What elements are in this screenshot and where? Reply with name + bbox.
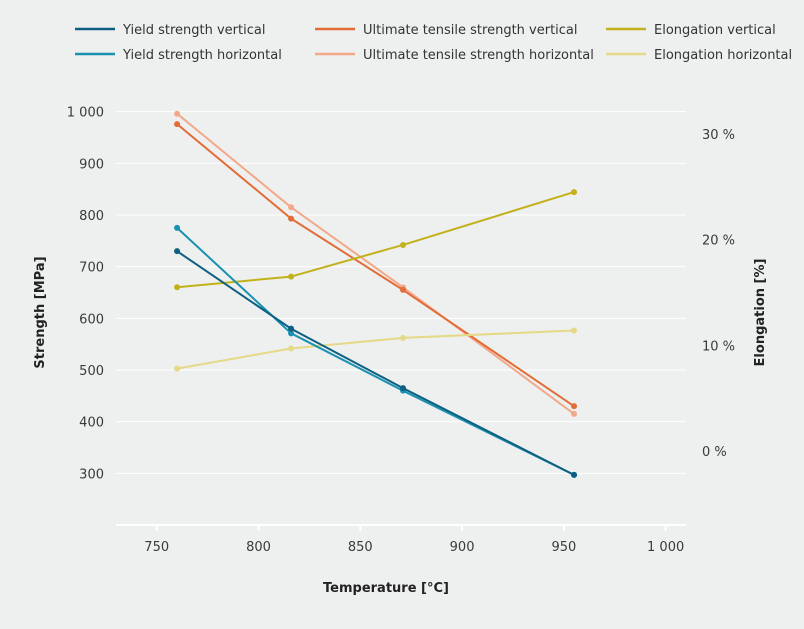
data-point-ultimate-tensile-strength-vertical [174, 121, 181, 128]
data-point-yield-strength-vertical [288, 325, 295, 332]
y2-tick-label: 30 % [702, 128, 735, 143]
data-point-elongation-vertical [400, 241, 407, 248]
legend-label: Ultimate tensile strength horizontal [363, 48, 594, 63]
legend-item: Ultimate tensile strength horizontal [315, 48, 594, 63]
data-point-ultimate-tensile-strength-horizontal [288, 204, 295, 211]
x-tick-label: 750 [144, 540, 169, 555]
y-axis-title: Strength [MPa] [33, 256, 48, 368]
x-tick-label: 850 [348, 540, 373, 555]
y2-axis-title: Elongation [%] [753, 259, 768, 367]
legend-label: Ultimate tensile strength vertical [363, 23, 578, 38]
series-line-yield-strength-horizontal [176, 227, 575, 476]
data-point-ultimate-tensile-strength-horizontal [571, 410, 578, 417]
x-axis-ticks: 750 800 850 900 950 1 000 [144, 525, 684, 555]
x-tick-label: 800 [246, 540, 271, 555]
x-tick-label: 950 [551, 540, 576, 555]
data-point-elongation-vertical [288, 273, 295, 280]
y-tick-label: 600 [79, 312, 104, 327]
series-yield-strength-vertical [174, 248, 578, 478]
legend-item: Ultimate tensile strength vertical [315, 23, 578, 38]
data-point-elongation-vertical [174, 284, 181, 291]
data-point-yield-strength-vertical [174, 248, 181, 255]
legend-label: Elongation horizontal [654, 48, 792, 63]
legend-label: Elongation vertical [654, 23, 776, 38]
series-elongation-horizontal [174, 327, 578, 372]
y-tick-label: 1 000 [67, 106, 104, 121]
legend-item: Yield strength horizontal [75, 48, 282, 63]
y-tick-label: 900 [79, 157, 104, 172]
data-point-yield-strength-horizontal [174, 224, 181, 231]
data-point-ultimate-tensile-strength-vertical [288, 215, 295, 222]
data-point-ultimate-tensile-strength-horizontal [174, 110, 181, 117]
y2-tick-label: 0 % [702, 445, 727, 460]
series-elongation-vertical [174, 189, 578, 291]
y2-tick-label: 10 % [702, 339, 735, 354]
y-tick-label: 500 [79, 364, 104, 379]
series-line-elongation-horizontal [176, 329, 575, 370]
data-point-elongation-horizontal [174, 365, 181, 372]
x-tick-label: 900 [450, 540, 475, 555]
x-axis-title: Temperature [°C] [323, 581, 449, 596]
legend-item: Yield strength vertical [75, 23, 265, 38]
y-tick-label: 300 [79, 467, 104, 482]
series-ultimate-tensile-strength-horizontal [174, 110, 578, 417]
data-point-elongation-horizontal [571, 327, 578, 334]
legend-item: Elongation vertical [606, 23, 776, 38]
data-point-yield-strength-horizontal [288, 330, 295, 337]
legend-item: Elongation horizontal [606, 48, 792, 63]
series-ultimate-tensile-strength-vertical [174, 121, 578, 410]
y-tick-label: 700 [79, 261, 104, 276]
y-tick-label: 800 [79, 209, 104, 224]
series-group [174, 110, 578, 478]
series-line-ultimate-tensile-strength-horizontal [176, 112, 575, 415]
legend-label: Yield strength vertical [122, 23, 265, 38]
grid-lines [116, 111, 686, 474]
data-point-elongation-vertical [571, 189, 578, 196]
data-point-ultimate-tensile-strength-vertical [400, 286, 407, 293]
legend: Yield strength vertical Ultimate tensile … [75, 23, 792, 63]
data-point-elongation-horizontal [288, 345, 295, 352]
series-yield-strength-horizontal [174, 224, 578, 478]
x-tick-label: 1 000 [647, 540, 684, 555]
y-axis-ticks: 300 400 500 600 700 800 900 1 000 [67, 106, 104, 483]
data-point-yield-strength-vertical [571, 471, 578, 478]
legend-label: Yield strength horizontal [122, 48, 282, 63]
data-point-elongation-horizontal [400, 334, 407, 341]
series-line-ultimate-tensile-strength-vertical [176, 123, 575, 408]
data-point-yield-strength-vertical [400, 385, 407, 392]
y2-tick-label: 20 % [702, 234, 735, 249]
data-point-ultimate-tensile-strength-vertical [571, 403, 578, 410]
y2-axis-ticks: 0 % 10 % 20 % 30 % [702, 128, 735, 460]
series-line-yield-strength-vertical [176, 250, 575, 476]
y-tick-label: 400 [79, 416, 104, 431]
